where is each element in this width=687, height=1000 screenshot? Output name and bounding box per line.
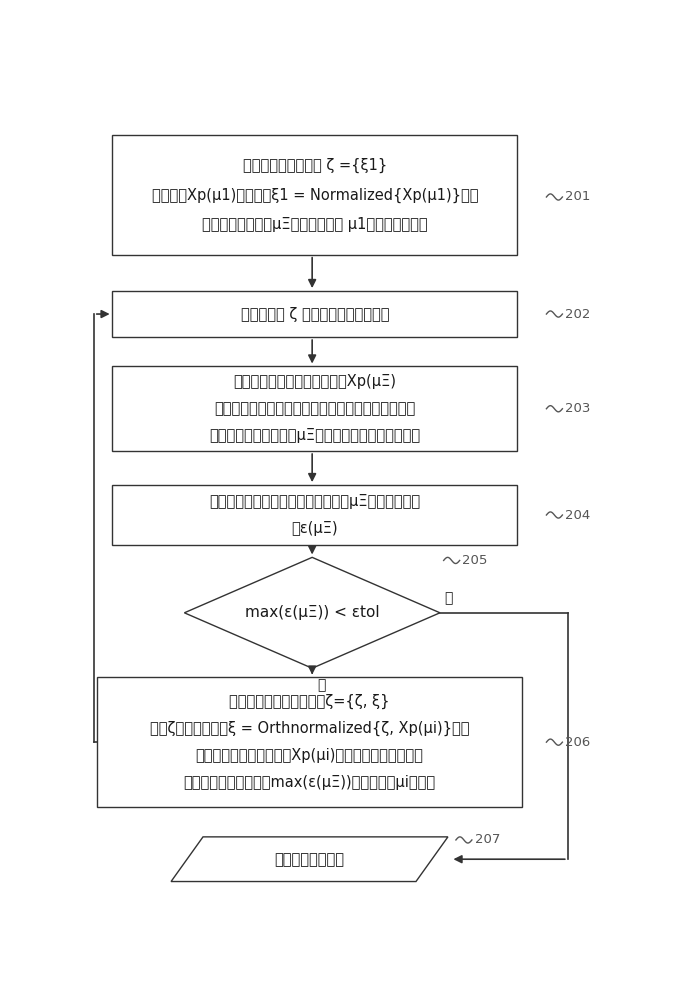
Text: 差ε(μΞ): 差ε(μΞ) (291, 521, 338, 536)
Text: 计算投影过程中各个可变参数采样点μΞ对应的投影误: 计算投影过程中各个可变参数采样点μΞ对应的投影误 (210, 494, 420, 509)
Text: 202: 202 (565, 308, 590, 321)
Text: 207: 207 (475, 833, 500, 846)
Text: 成减基空间的基函数 ζ ={ξ1}: 成减基空间的基函数 ζ ={ξ1} (243, 158, 387, 173)
Text: max(ε(μΞ)) < εtol: max(ε(μΞ)) < εtol (245, 605, 379, 620)
Polygon shape (171, 837, 448, 882)
Text: 模型的解Xp(μ1)归一化为ξ1 = Normalized{Xp(μ1)}，构: 模型的解Xp(μ1)归一化为ξ1 = Normalized{Xp(μ1)}，构 (152, 187, 478, 203)
Text: 选出最大投影误差范数max(ε(μΞ))对应的参数μi，其所: 选出最大投影误差范数max(ε(μΞ))对应的参数μi，其所 (183, 775, 436, 790)
Text: 从可变参数采样点μΞ中任选一参数 μ1，其对应的部分: 从可变参数采样点μΞ中任选一参数 μ1，其对应的部分 (202, 217, 427, 232)
Text: 减基空间的基函数扩展为ζ={ζ, ξ}: 减基空间的基函数扩展为ζ={ζ, ξ} (229, 694, 390, 709)
Polygon shape (184, 557, 440, 668)
Bar (113, 291, 517, 337)
Text: 至不完备的减基空间，得到不完备的低维模型；求解: 至不完备的减基空间，得到不完备的低维模型；求解 (214, 401, 416, 416)
Text: 否: 否 (317, 678, 326, 692)
Text: 根据基函数 ζ 构造不完备的减基空间: 根据基函数 ζ 构造不完备的减基空间 (240, 307, 389, 322)
Text: 减基空间构造完成: 减基空间构造完成 (275, 852, 344, 867)
Bar (96, 677, 523, 807)
Text: 204: 204 (565, 509, 590, 522)
Text: 函数ζ正交归一化为ξ = Orthnormalized{ζ, Xp(μi)}，则: 函数ζ正交归一化为ξ = Orthnormalized{ζ, Xp(μi)}，则 (150, 721, 469, 736)
Bar (113, 366, 517, 451)
Bar (113, 485, 517, 545)
Text: 203: 203 (565, 402, 590, 415)
Bar (113, 135, 517, 255)
Text: 205: 205 (462, 554, 488, 567)
Text: 对应的高维部分模型的解Xp(μi)，与已有的减基空间基: 对应的高维部分模型的解Xp(μi)，与已有的减基空间基 (196, 748, 423, 763)
Text: 将各个可变参数采样点μΞ对应的高维部分模型，投影: 将各个可变参数采样点μΞ对应的高维部分模型，投影 (210, 428, 420, 443)
Text: 是: 是 (444, 591, 453, 605)
Text: 低维模型获得场变量的近似解Xp(μΞ): 低维模型获得场变量的近似解Xp(μΞ) (234, 374, 396, 389)
Text: 201: 201 (565, 190, 590, 204)
Text: 206: 206 (565, 736, 590, 749)
